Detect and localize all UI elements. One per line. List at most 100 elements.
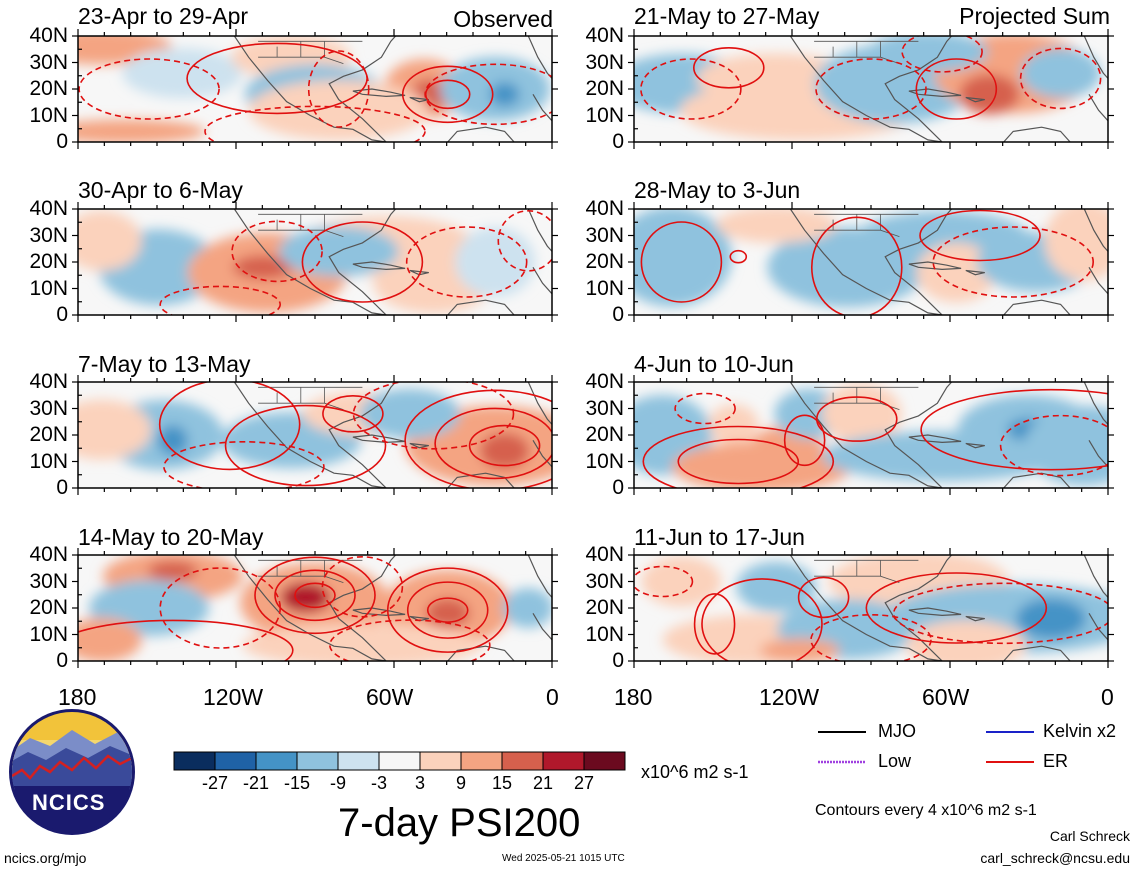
er-contour xyxy=(159,285,281,315)
coastline xyxy=(1083,555,1108,598)
er-contour xyxy=(321,555,404,618)
lat-label: 0 xyxy=(612,303,624,326)
anomaly-shade xyxy=(157,425,188,456)
anomaly-shade xyxy=(716,209,837,243)
colorbar-swatch xyxy=(542,751,585,771)
coastline xyxy=(1088,439,1108,468)
panel-title-projected-4: 11-Jun to 17-Jun xyxy=(634,524,805,550)
legend-low-label: Low xyxy=(878,751,912,771)
coastline xyxy=(965,615,985,622)
er-contour xyxy=(497,210,552,272)
lon-label-60w-right: 60W xyxy=(922,684,970,710)
er-contour xyxy=(815,396,898,442)
er-contour xyxy=(159,567,281,649)
coastline xyxy=(532,266,552,295)
er-contour xyxy=(865,572,1048,644)
lat-label: 40N xyxy=(29,197,68,220)
colorbar-swatch xyxy=(173,751,216,771)
anomaly-shade xyxy=(634,209,732,307)
er-contour xyxy=(810,614,932,661)
coastline xyxy=(532,439,552,468)
lat-label: 10N xyxy=(29,622,68,646)
lat-label: 30N xyxy=(29,396,68,420)
anomaly-shade xyxy=(147,560,198,581)
coastline xyxy=(409,269,429,276)
footer-author: Carl Schreck xyxy=(1049,828,1130,844)
coastline xyxy=(447,126,515,142)
contour-interval-note: Contours every 4 x10^6 m2 s-1 xyxy=(815,802,1037,819)
footer-url[interactable]: ncics.org/mjo xyxy=(4,850,87,866)
anomaly-shade xyxy=(503,588,552,628)
anomaly-shade xyxy=(78,399,152,460)
coastline xyxy=(233,36,397,142)
lat-label: 0 xyxy=(612,476,624,499)
er-contour xyxy=(674,392,736,425)
coastline xyxy=(532,93,552,122)
anomaly-shade xyxy=(1024,405,1108,486)
er-contour xyxy=(729,249,748,264)
er-contour xyxy=(274,569,356,622)
er-contour xyxy=(158,382,301,471)
lat-label: 20N xyxy=(29,423,68,446)
coastline xyxy=(527,382,552,425)
coastline xyxy=(1083,36,1108,79)
lat-label: 30N xyxy=(585,396,624,420)
anomaly-shade xyxy=(736,561,817,612)
er-contour xyxy=(329,619,491,661)
lat-label: 20N xyxy=(585,250,624,273)
coastline xyxy=(447,645,515,661)
coastline xyxy=(965,269,985,276)
coastline xyxy=(1083,209,1108,252)
colorbar-swatch xyxy=(378,751,421,771)
lat-label: 30N xyxy=(29,569,68,593)
anomaly-shade xyxy=(455,227,536,297)
er-contour xyxy=(254,556,376,635)
panel-title-projected-3: 4-Jun to 10-Jun xyxy=(634,351,794,377)
colorbar-swatch xyxy=(214,751,257,771)
lat-label: 40N xyxy=(29,370,68,393)
lat-label: 40N xyxy=(29,24,68,47)
lat-label: 0 xyxy=(612,130,624,153)
coastline xyxy=(1088,266,1108,295)
lat-label: 30N xyxy=(585,569,624,593)
coastline xyxy=(789,382,953,488)
er-contour xyxy=(783,414,826,467)
logo-text: NCICS xyxy=(32,790,106,815)
coastline xyxy=(233,382,397,488)
lat-label: 0 xyxy=(56,649,68,672)
coastline xyxy=(527,555,552,598)
er-contour xyxy=(901,36,983,73)
anomaly-shade xyxy=(280,582,331,613)
coastline xyxy=(409,96,429,103)
lat-label: 30N xyxy=(29,50,68,74)
er-contour xyxy=(1019,47,1102,110)
lat-label: 10N xyxy=(585,449,624,473)
lat-label: 30N xyxy=(29,223,68,247)
anomaly-shade xyxy=(122,48,243,99)
panel-title-observed-1: 23-Apr to 29-Apr xyxy=(78,3,249,29)
er-contour xyxy=(231,220,323,283)
coastline xyxy=(965,442,985,449)
anomaly-shade xyxy=(905,620,1026,661)
er-contour xyxy=(677,438,800,485)
colorbar-swatch xyxy=(255,751,298,771)
lat-label: 10N xyxy=(585,276,624,300)
coastline xyxy=(447,299,515,315)
main-title: 7-day PSI200 xyxy=(338,801,581,845)
lat-label: 30N xyxy=(585,223,624,247)
coastline xyxy=(965,96,985,103)
lat-label: 20N xyxy=(29,250,68,273)
er-contour xyxy=(692,47,765,89)
er-contour xyxy=(915,58,998,120)
er-contour xyxy=(797,576,850,619)
anomaly-shade xyxy=(359,388,460,439)
lat-label: 20N xyxy=(29,77,68,100)
footer-email[interactable]: carl_schreck@ncsu.edu xyxy=(980,850,1130,866)
colorbar-swatch xyxy=(583,751,626,771)
er-contour xyxy=(468,424,541,467)
anomaly-shade xyxy=(641,556,722,607)
er-contour xyxy=(920,388,1108,471)
lon-label-0-left: 0 xyxy=(546,684,559,710)
er-contour xyxy=(322,394,384,433)
legend-mjo-label: MJO xyxy=(878,721,916,741)
